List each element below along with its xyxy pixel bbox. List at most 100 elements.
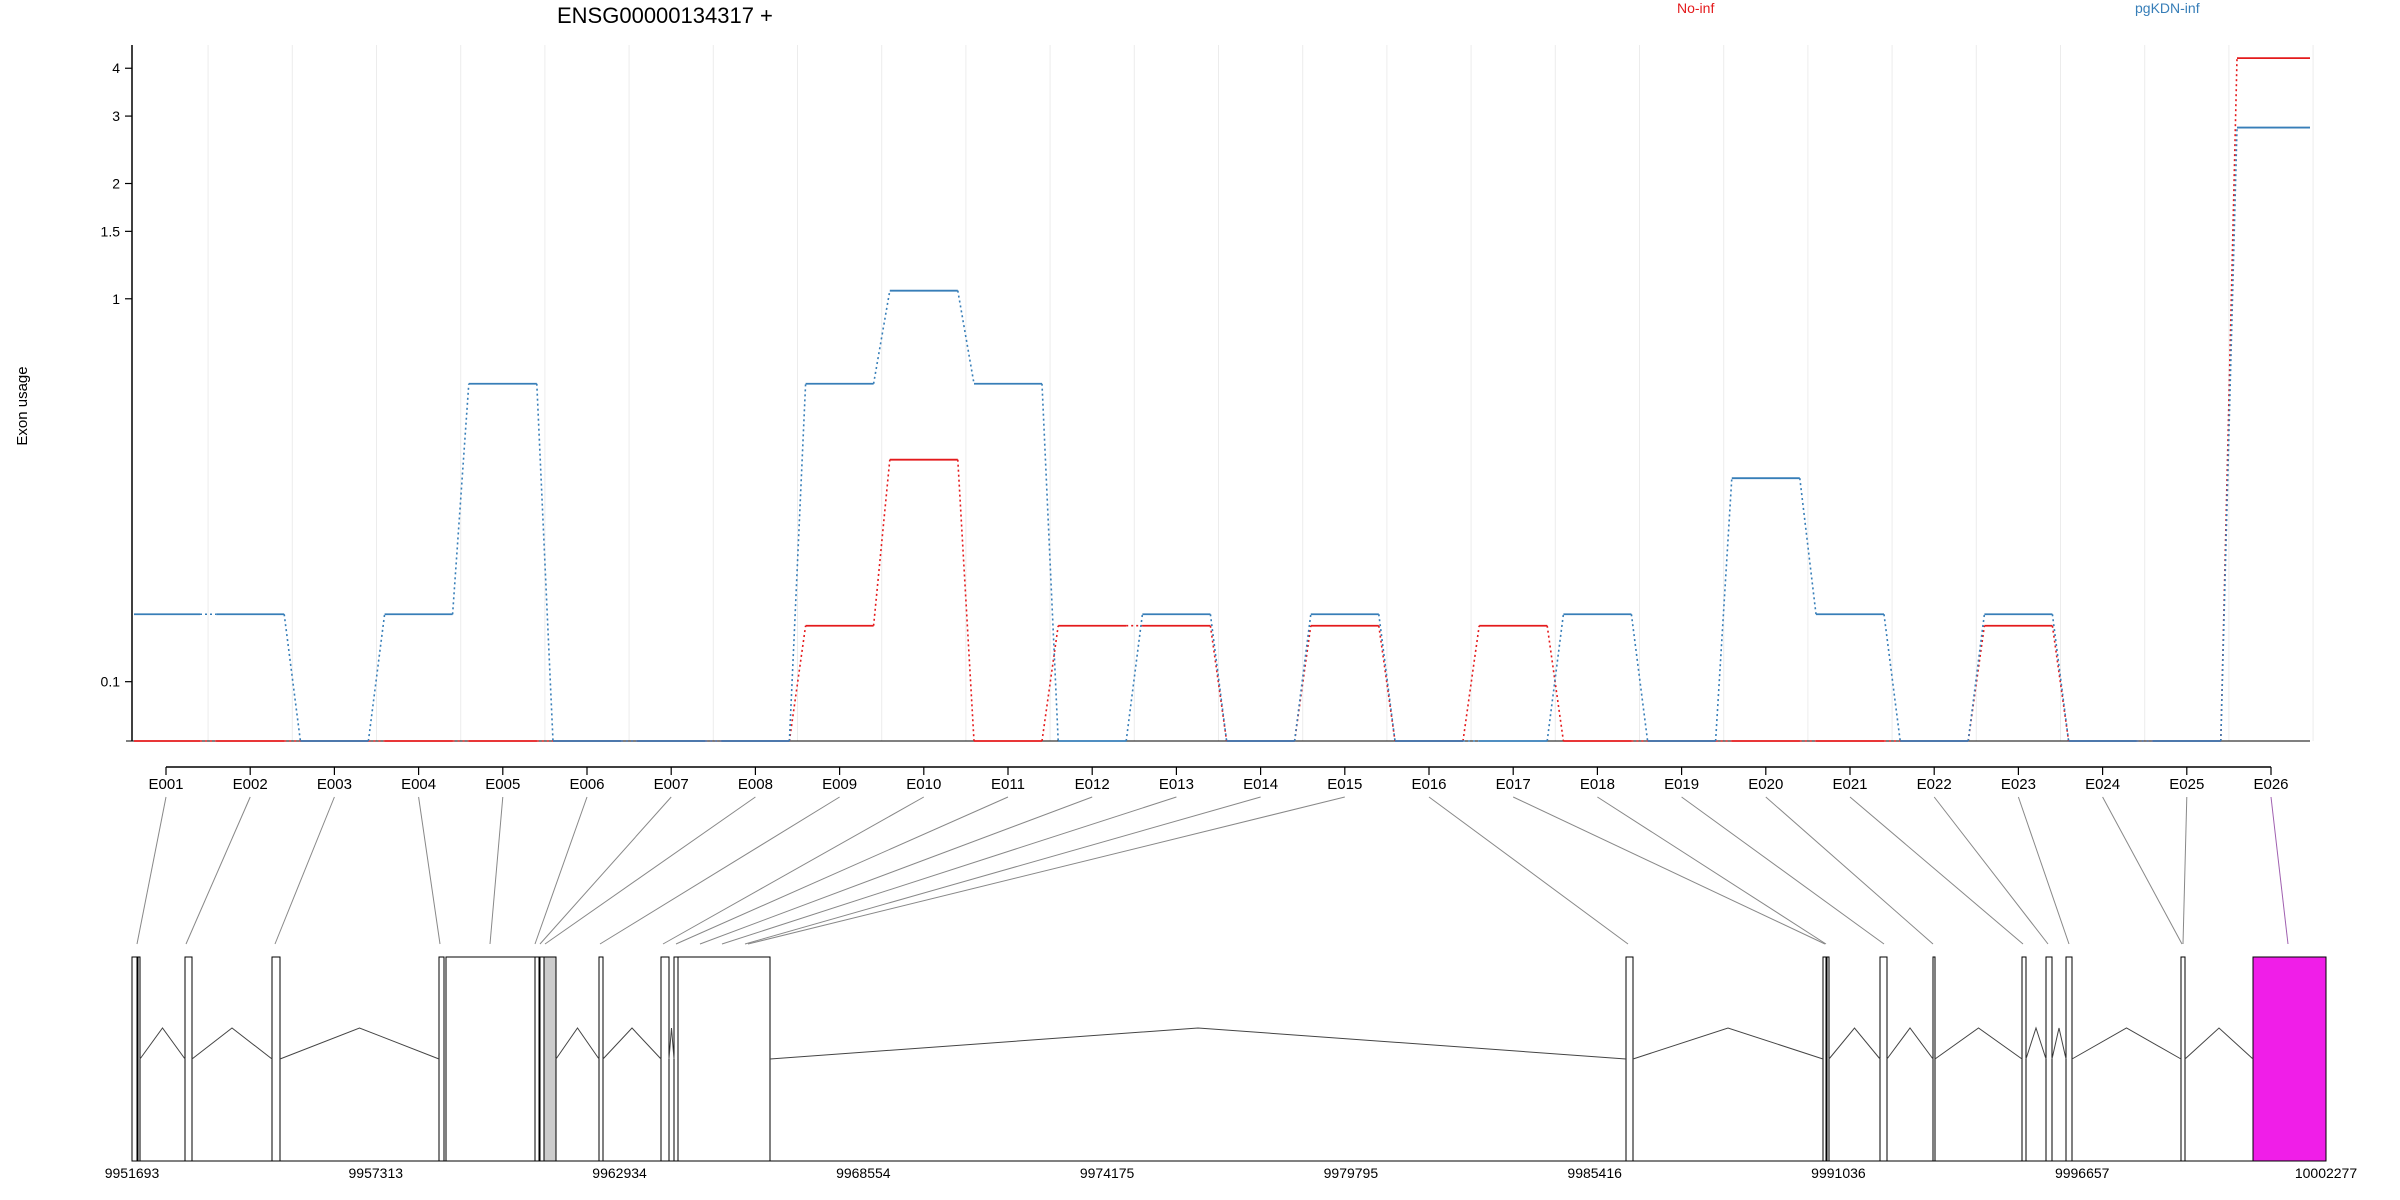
intron-line: [555, 1027, 600, 1060]
exon-box: [137, 956, 141, 1162]
series-lines: [134, 57, 2310, 742]
intron-line: [1828, 1027, 1881, 1060]
intron-line: [2051, 1027, 2067, 1060]
coordinate-tick-label: 9974175: [1080, 1165, 1135, 1181]
x-tick-label: E024: [2085, 776, 2120, 793]
transition-segment: [2220, 127, 2238, 742]
exon-box: [543, 956, 557, 1162]
y-axis-label: Exon usage: [14, 366, 31, 445]
transition-segment: [1209, 614, 1228, 742]
y-axis-ticks: 0.1 1 1.5 2 3 4: [101, 60, 132, 690]
x-tick-label: E002: [233, 776, 268, 793]
legend-no-inf: No-inf: [1677, 0, 1714, 16]
exon-connector: [534, 796, 588, 945]
exon-box: [660, 956, 670, 1162]
chart-title: ENSG00000134317 +: [557, 3, 773, 28]
exon-connector: [2017, 796, 2070, 945]
x-tick-label: E013: [1159, 776, 1194, 793]
transition-segment: [367, 614, 386, 742]
intron-line: [191, 1027, 273, 1060]
exon-box: [598, 956, 604, 1162]
genomic-coordinate-axis: 9951693 9957313 9962934 9968554 9974175 99797…: [105, 1160, 2358, 1181]
exon-box: [1826, 956, 1830, 1162]
x-tick-label: E016: [1411, 776, 1446, 793]
transition-segment: [451, 383, 470, 615]
transition-segment: [957, 459, 975, 742]
exon-connectors: [136, 796, 2289, 945]
intron-line: [2071, 1027, 2182, 1060]
intron-line: [279, 1027, 440, 1060]
transition-segment: [872, 290, 891, 384]
transition-segment: [1293, 614, 1312, 742]
exon-box: [271, 956, 281, 1162]
transition-segment: [2051, 614, 2070, 742]
intron-line: [668, 1027, 675, 1060]
exon-connector: [2182, 796, 2188, 945]
x-axis-exon-ticks: E001 E002 E003 E004 E005 E006 E007 E008 E009 E010…: [148, 767, 2289, 793]
y-tick-label: 3: [112, 108, 120, 124]
exon-box: [1932, 956, 1936, 1162]
exon-connector: [1512, 796, 1826, 945]
exon-box: [1879, 956, 1888, 1162]
exon-connector: [185, 796, 251, 945]
exon-connector: [1428, 796, 1629, 945]
intron-line: [1934, 1027, 2023, 1060]
exon-connector: [274, 796, 335, 945]
x-tick-label: E014: [1243, 776, 1278, 793]
coordinate-tick-label: 9996657: [2055, 1165, 2110, 1181]
coordinate-tick-label: 10002277: [2295, 1165, 2358, 1181]
intron-line: [2184, 1027, 2254, 1060]
x-tick-label: E020: [1748, 776, 1783, 793]
exon-connector: [699, 796, 1093, 945]
highlighted-exon-box: [2252, 956, 2327, 1162]
series-pgkdn-inf: [134, 126, 2310, 742]
coordinate-tick-label: 9962934: [592, 1165, 647, 1181]
transition-segment: [1714, 478, 1733, 742]
exon-connector: [544, 796, 756, 945]
coordinate-tick-label: 9968554: [836, 1165, 891, 1181]
y-tick-label: 1: [112, 291, 120, 307]
x-tick-label: E015: [1327, 776, 1362, 793]
exon-box: [1822, 956, 1827, 1162]
x-tick-label: E021: [1832, 776, 1867, 793]
intron-line: [139, 1027, 186, 1060]
exon-box: [673, 956, 679, 1162]
exon-box: [2021, 956, 2027, 1162]
transition-segment: [1967, 614, 1986, 742]
x-tick-label: E023: [2001, 776, 2036, 793]
x-tick-label: E010: [906, 776, 941, 793]
x-tick-label: E001: [148, 776, 183, 793]
coordinate-tick-label: 9957313: [349, 1165, 404, 1181]
intron-line: [769, 1027, 1627, 1060]
exon-connector: [1849, 796, 2024, 945]
x-tick-label: E005: [485, 776, 520, 793]
y-tick-label: 2: [112, 176, 120, 192]
transition-segment: [2220, 58, 2238, 742]
exon-box: [2045, 956, 2053, 1162]
coordinate-tick-label: 9979795: [1324, 1165, 1379, 1181]
intron-line: [602, 1027, 662, 1060]
x-tick-label: E008: [738, 776, 773, 793]
exon-connector: [662, 796, 925, 945]
intron-line: [1632, 1027, 1824, 1060]
exon-connector: [2102, 796, 2183, 945]
transition-segment: [1883, 614, 1901, 742]
exon-connector: [539, 796, 672, 945]
x-tick-label: E022: [1917, 776, 1952, 793]
exon-box: [534, 956, 540, 1162]
coordinate-tick-label: 9991036: [1811, 1165, 1866, 1181]
x-tick-label: E026: [2253, 776, 2288, 793]
exon-connector: [1597, 796, 1827, 945]
x-tick-label: E006: [569, 776, 604, 793]
intron-line: [1886, 1027, 1934, 1060]
x-tick-label: E025: [2169, 776, 2204, 793]
exon-box: [438, 956, 445, 1162]
intron-line: [2025, 1026, 2047, 1060]
x-tick-label: E007: [654, 776, 689, 793]
exon-connector: [136, 796, 167, 945]
exon-box: [2180, 956, 2186, 1162]
exon-connector: [1933, 796, 2049, 945]
x-tick-label: E017: [1496, 776, 1531, 793]
exon-connector: [418, 796, 441, 945]
